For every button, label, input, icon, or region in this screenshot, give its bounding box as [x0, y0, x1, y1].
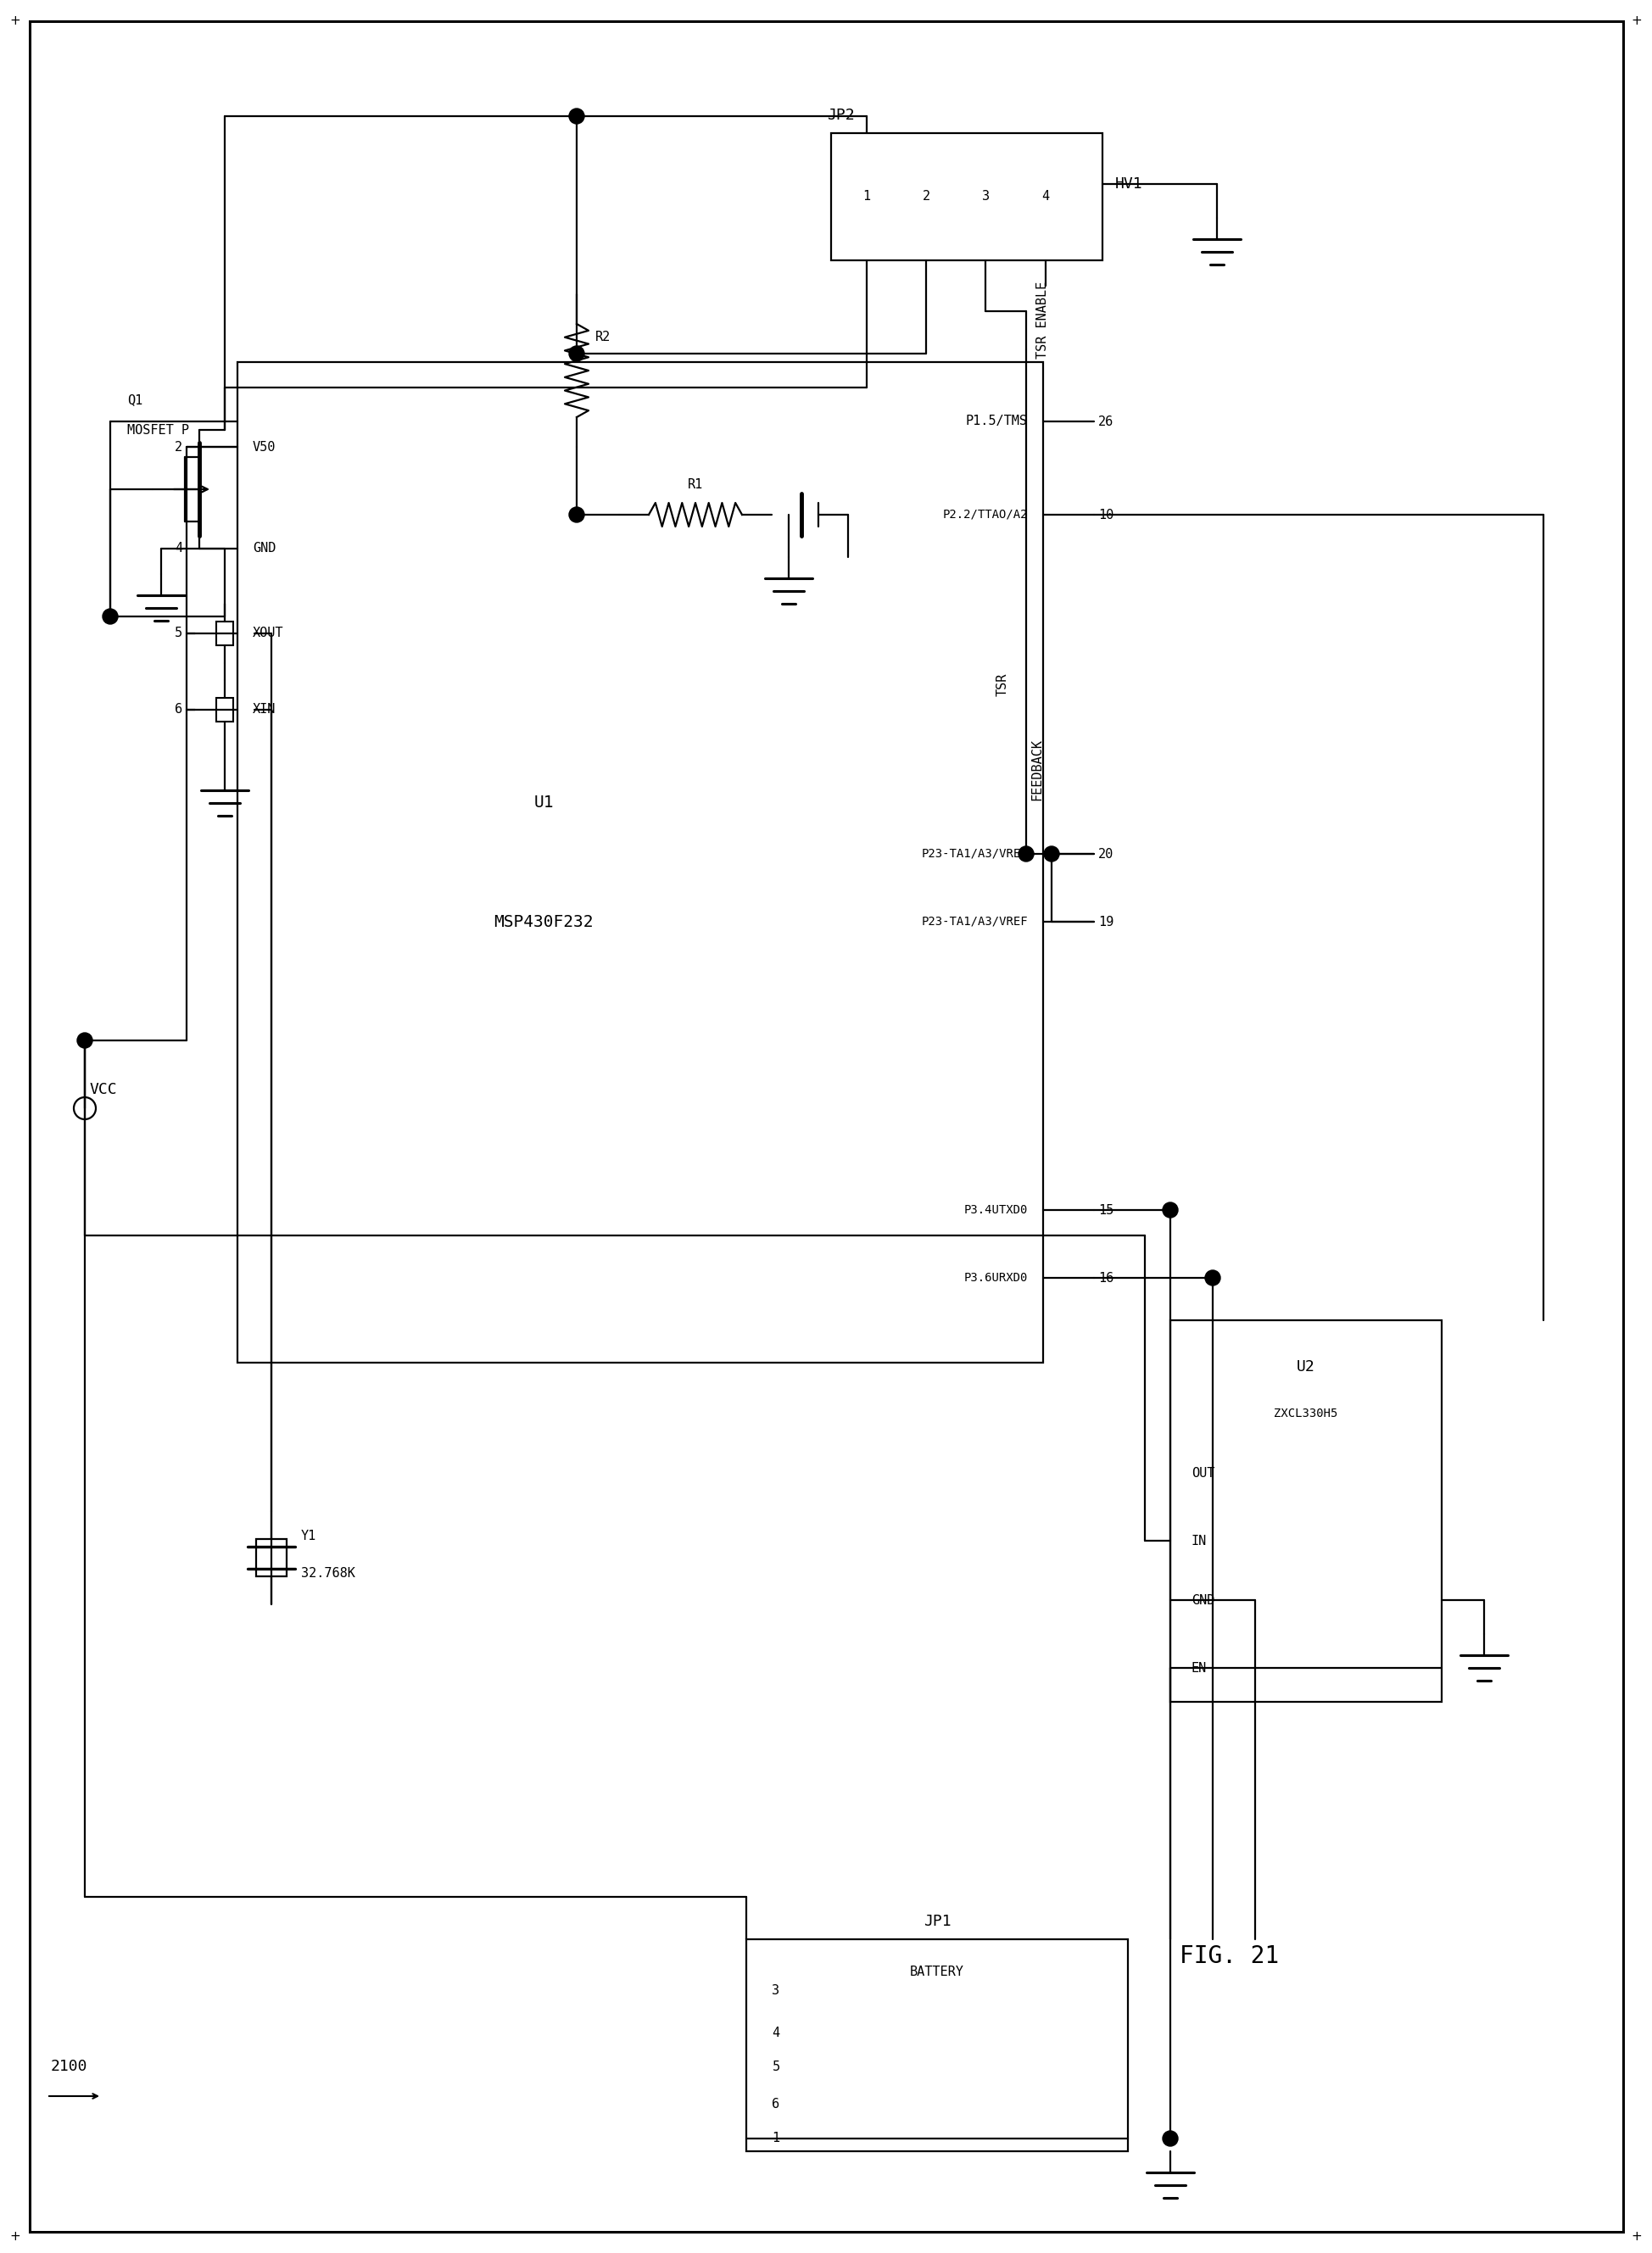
- Text: 2100: 2100: [51, 2059, 88, 2075]
- Text: +: +: [1631, 14, 1642, 27]
- Text: 4: 4: [175, 543, 182, 554]
- Text: +: +: [1631, 2230, 1642, 2242]
- Text: R1: R1: [687, 478, 702, 491]
- Bar: [831, 133, 1102, 261]
- Text: 15: 15: [1097, 1203, 1113, 1217]
- Text: 4: 4: [771, 2025, 780, 2039]
- Circle shape: [78, 1032, 93, 1048]
- Text: U2: U2: [1297, 1359, 1315, 1374]
- Text: P23-TA1/A3/VREF: P23-TA1/A3/VREF: [920, 847, 1028, 861]
- Bar: [256, 1539, 286, 1577]
- Text: 16: 16: [1097, 1271, 1113, 1284]
- Text: P2.2/TTAO/A2: P2.2/TTAO/A2: [942, 509, 1028, 520]
- Text: MOSFET P: MOSFET P: [127, 424, 188, 437]
- Text: 3: 3: [981, 189, 990, 203]
- Text: 5: 5: [771, 2059, 780, 2073]
- Text: 2: 2: [175, 442, 182, 453]
- Bar: [1170, 1320, 1441, 1701]
- Text: ZXCL330H5: ZXCL330H5: [1274, 1408, 1336, 1419]
- Circle shape: [1018, 847, 1032, 861]
- Text: P23-TA1/A3/VREF: P23-TA1/A3/VREF: [920, 915, 1028, 928]
- Text: 20: 20: [1097, 847, 1113, 861]
- Text: 2: 2: [922, 189, 930, 203]
- Text: 1: 1: [862, 189, 871, 203]
- Text: FEEDBACK: FEEDBACK: [1029, 739, 1042, 800]
- Text: JP1: JP1: [923, 1913, 950, 1929]
- Circle shape: [1161, 2131, 1178, 2147]
- Text: XIN: XIN: [253, 703, 276, 716]
- Circle shape: [568, 347, 585, 360]
- Text: EN: EN: [1191, 1660, 1206, 1674]
- Text: 6: 6: [771, 2098, 780, 2111]
- Text: R2: R2: [595, 331, 611, 342]
- Circle shape: [568, 108, 585, 124]
- Text: MSP430F232: MSP430F232: [494, 915, 593, 930]
- Text: 6: 6: [175, 703, 182, 716]
- Text: P1.5/TMS: P1.5/TMS: [965, 415, 1028, 428]
- Text: U1: U1: [534, 795, 553, 811]
- Text: 10: 10: [1097, 509, 1113, 520]
- Text: IN: IN: [1191, 1534, 1206, 1548]
- Bar: [216, 622, 233, 644]
- Text: V50: V50: [253, 442, 276, 453]
- Text: TSR: TSR: [996, 674, 1009, 696]
- Circle shape: [568, 507, 585, 523]
- Text: 26: 26: [1097, 415, 1113, 428]
- Text: 19: 19: [1097, 915, 1113, 928]
- Circle shape: [102, 608, 117, 624]
- Text: P3.6URXD0: P3.6URXD0: [963, 1273, 1028, 1284]
- Text: +: +: [10, 14, 21, 27]
- Text: +: +: [10, 2230, 21, 2242]
- Text: Q1: Q1: [127, 394, 142, 406]
- Text: GND: GND: [253, 543, 276, 554]
- Text: JP2: JP2: [826, 108, 854, 124]
- Text: OUT: OUT: [1191, 1467, 1214, 1480]
- Text: 32.768K: 32.768K: [301, 1566, 355, 1579]
- Text: FIG. 21: FIG. 21: [1180, 1944, 1279, 1969]
- Bar: [216, 698, 233, 721]
- Text: XOUT: XOUT: [253, 626, 284, 640]
- Circle shape: [1204, 1271, 1219, 1286]
- Text: GND: GND: [1191, 1593, 1214, 1606]
- Text: 5: 5: [175, 626, 182, 640]
- Circle shape: [1161, 1203, 1178, 1217]
- Text: 1: 1: [771, 2131, 780, 2145]
- Bar: [747, 1940, 1127, 2152]
- Text: VCC: VCC: [89, 1081, 117, 1097]
- Text: Y1: Y1: [301, 1530, 317, 1543]
- Text: HV1: HV1: [1115, 176, 1142, 192]
- Text: P3.4UTXD0: P3.4UTXD0: [963, 1203, 1028, 1217]
- Text: 3: 3: [771, 1985, 780, 1996]
- Circle shape: [1044, 847, 1059, 861]
- Text: 4: 4: [1041, 189, 1049, 203]
- Text: BATTERY: BATTERY: [910, 1965, 963, 1978]
- Bar: [238, 363, 1042, 1363]
- Text: TSR ENABLE: TSR ENABLE: [1036, 282, 1049, 358]
